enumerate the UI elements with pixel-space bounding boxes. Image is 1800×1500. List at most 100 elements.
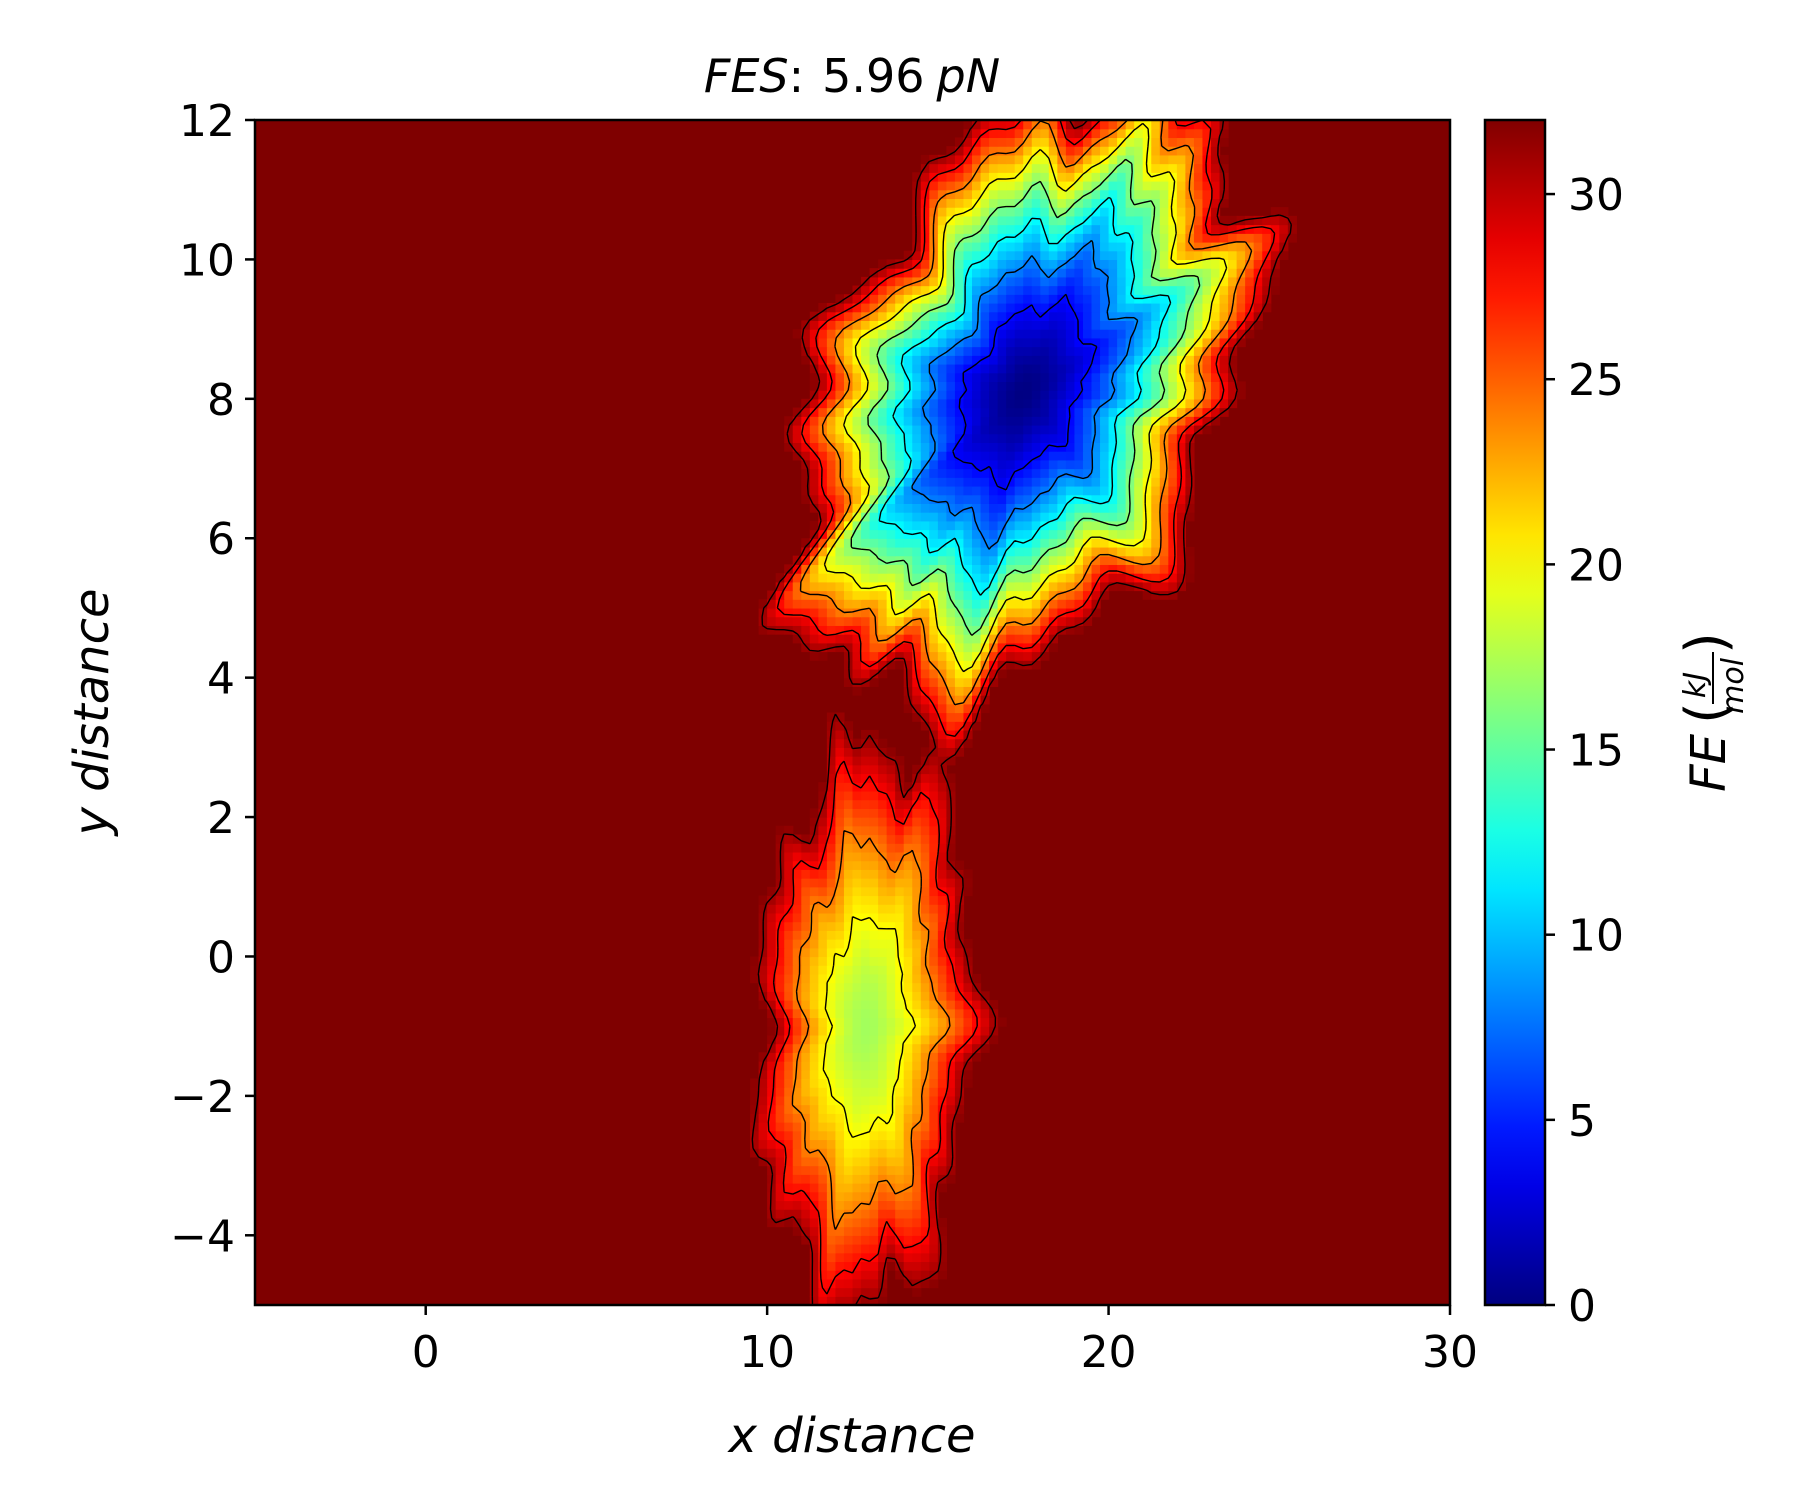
heatmap-cell xyxy=(809,642,819,653)
heatmap-cell xyxy=(946,843,956,853)
heatmap-cell xyxy=(1023,590,1033,600)
heatmap-cell xyxy=(1082,276,1093,287)
heatmap-cell xyxy=(1014,546,1024,557)
heatmap-cell xyxy=(920,381,930,391)
heatmap-cell xyxy=(1159,363,1169,374)
heatmap-cell xyxy=(903,825,913,836)
heatmap-cell xyxy=(997,1017,1007,1027)
heatmap-cell xyxy=(1006,581,1016,592)
heatmap-cell xyxy=(784,1165,794,1175)
heatmap-cell xyxy=(1082,163,1093,173)
heatmap-cell xyxy=(997,250,1007,261)
heatmap-cell xyxy=(929,1113,939,1123)
heatmap-cell xyxy=(920,1261,930,1271)
heatmap-cell xyxy=(937,494,947,504)
heatmap-cell xyxy=(886,329,896,339)
heatmap-cell xyxy=(980,355,990,365)
heatmap-cell xyxy=(997,137,1007,147)
heatmap-cell xyxy=(1168,285,1178,295)
heatmap-cell xyxy=(775,1061,785,1071)
heatmap-cell xyxy=(861,860,871,870)
heatmap-cell xyxy=(861,1122,871,1132)
heatmap-cell xyxy=(937,555,947,565)
heatmap-cell xyxy=(775,1095,785,1106)
heatmap-cell xyxy=(869,817,879,827)
heatmap-cell xyxy=(912,1122,922,1132)
heatmap-cell xyxy=(1117,337,1127,348)
heatmap-cell xyxy=(1065,215,1076,226)
heatmap-cell xyxy=(946,442,956,452)
heatmap-cell xyxy=(920,773,930,783)
heatmap-cell xyxy=(1074,520,1084,531)
heatmap-cell xyxy=(843,538,854,548)
heatmap-cell xyxy=(1193,259,1204,269)
heatmap-cell xyxy=(886,1252,896,1263)
heatmap-cell xyxy=(1023,390,1033,400)
heatmap-cell xyxy=(980,485,990,496)
heatmap-cell xyxy=(1219,311,1229,321)
heatmap-cell xyxy=(861,564,871,574)
heatmap-cell xyxy=(895,1200,905,1210)
heatmap-cell xyxy=(912,1052,922,1062)
heatmap-cell xyxy=(792,599,802,609)
heatmap-cell xyxy=(920,1000,930,1010)
heatmap-cell xyxy=(903,782,913,792)
heatmap-cell xyxy=(861,1000,871,1010)
heatmap-cell xyxy=(997,268,1007,278)
heatmap-cell xyxy=(1082,381,1093,391)
heatmap-cell xyxy=(869,1000,879,1010)
heatmap-cell xyxy=(852,485,862,496)
heatmap-cell xyxy=(997,451,1007,461)
heatmap-cell xyxy=(1125,390,1135,400)
heatmap-cell xyxy=(1040,416,1050,426)
heatmap-cell xyxy=(989,276,999,287)
heatmap-cell xyxy=(1082,320,1093,330)
heatmap-cell xyxy=(1040,250,1050,261)
heatmap-cell xyxy=(1176,390,1186,400)
heatmap-cell xyxy=(852,773,862,783)
heatmap-cell xyxy=(972,268,982,278)
heatmap-cell xyxy=(852,503,862,513)
heatmap-cell xyxy=(1159,424,1169,435)
heatmap-cell xyxy=(818,1217,828,1228)
heatmap-cell xyxy=(1236,285,1246,295)
heatmap-cell xyxy=(869,363,879,374)
heatmap-cell xyxy=(980,189,990,200)
heatmap-cell xyxy=(1108,294,1118,304)
heatmap-cell xyxy=(1040,120,1050,130)
heatmap-cell xyxy=(826,424,837,435)
heatmap-cell xyxy=(1074,616,1084,626)
heatmap-cell xyxy=(801,442,811,452)
heatmap-cell xyxy=(1159,276,1169,287)
heatmap-cell xyxy=(1031,642,1041,653)
heatmap-cell xyxy=(903,1113,913,1123)
heatmap-cell xyxy=(809,538,819,548)
heatmap-cell xyxy=(1006,320,1016,330)
heatmap-cell xyxy=(1168,250,1178,261)
heatmap-cell xyxy=(1100,137,1110,147)
heatmap-cell xyxy=(946,1148,956,1158)
heatmap-cell xyxy=(843,512,854,522)
heatmap-cell xyxy=(1151,329,1161,339)
heatmap-cell xyxy=(792,451,802,461)
heatmap-cell xyxy=(801,494,811,504)
heatmap-cell xyxy=(792,442,802,452)
heatmap-cell xyxy=(1100,198,1110,208)
heatmap-cell xyxy=(912,921,922,931)
heatmap-cell xyxy=(878,1156,888,1167)
heatmap-cell xyxy=(1168,468,1178,478)
heatmap-cell xyxy=(1074,172,1084,182)
heatmap-cell xyxy=(946,564,956,574)
heatmap-cell xyxy=(801,642,811,653)
heatmap-cell xyxy=(946,390,956,400)
heatmap-cell xyxy=(843,1191,854,1202)
heatmap-cell xyxy=(835,1095,845,1106)
heatmap-cell xyxy=(1091,172,1101,182)
heatmap-cell xyxy=(980,407,990,417)
heatmap-cell xyxy=(1065,616,1076,626)
heatmap-cell xyxy=(895,372,905,382)
heatmap-cell xyxy=(792,573,802,583)
heatmap-cell xyxy=(997,390,1007,400)
heatmap-cell xyxy=(895,1043,905,1053)
